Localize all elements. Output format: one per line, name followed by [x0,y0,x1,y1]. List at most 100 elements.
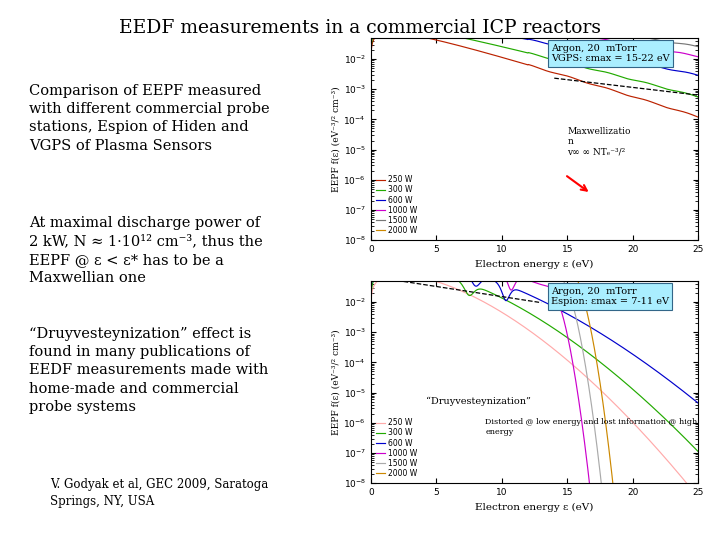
250 W [387,272,395,279]
Text: Maxwellizatio
n
v∞ ∞ NTₑ⁻³/²: Maxwellizatio n v∞ ∞ NTₑ⁻³/² [567,127,631,157]
1000 W [694,519,703,526]
2000 W [366,273,375,279]
250 W [366,299,375,305]
600 W [557,308,566,314]
Line: 1500 W: 1500 W [371,8,698,47]
1000 W [557,308,566,315]
600 W [566,44,575,51]
250 W [616,90,624,96]
Text: EEDF measurements in a commercial ICP reactors: EEDF measurements in a commercial ICP re… [119,19,601,37]
1000 W [694,53,703,60]
600 W [649,366,657,372]
2000 W [387,3,395,9]
1500 W [557,275,566,282]
X-axis label: Electron energy ε (eV): Electron energy ε (eV) [475,260,594,269]
600 W [616,55,624,62]
300 W [649,82,657,88]
1000 W [576,406,585,412]
250 W [576,368,585,374]
Y-axis label: EEPF f(ε) (eV⁻³/² cm⁻³): EEPF f(ε) (eV⁻³/² cm⁻³) [332,86,341,192]
Line: 2000 W: 2000 W [371,4,698,38]
1500 W [413,247,421,253]
300 W [649,404,657,411]
Line: 600 W: 600 W [371,262,698,403]
Line: 300 W: 300 W [371,268,698,452]
250 W [649,441,657,448]
2000 W [613,519,621,526]
1500 W [366,276,375,283]
600 W [366,41,375,48]
1500 W [557,22,566,29]
2000 W [576,18,585,25]
2000 W [557,17,566,23]
Line: 600 W: 600 W [371,20,698,76]
1500 W [402,5,411,11]
1000 W [366,281,375,288]
2000 W [694,519,703,526]
1500 W [576,25,585,31]
250 W [386,29,395,36]
1500 W [366,31,375,37]
2000 W [576,284,585,290]
600 W [576,318,585,325]
Line: 1000 W: 1000 W [371,12,698,57]
2000 W [557,264,566,271]
250 W [694,114,703,120]
2000 W [566,17,575,24]
2000 W [366,28,375,34]
1000 W [649,45,657,52]
1500 W [566,23,575,29]
Line: 300 W: 300 W [371,27,698,97]
600 W [694,72,703,79]
300 W [366,47,375,53]
1000 W [366,35,375,41]
1000 W [649,519,658,526]
1000 W [590,519,598,526]
Text: “Druyvesteynization” effect is
found in many publications of
EEDF measurements m: “Druyvesteynization” effect is found in … [29,327,268,414]
Text: At maximal discharge power of
2 kW, N ≈ 1·10¹² cm⁻³, thus the
EEPF @ ε < ε* has : At maximal discharge power of 2 kW, N ≈ … [29,216,263,285]
600 W [403,259,412,265]
1500 W [387,6,395,12]
1000 W [408,252,417,259]
2000 W [566,266,575,272]
250 W [557,352,566,359]
300 W [566,60,575,66]
300 W [366,293,375,299]
250 W [649,99,657,106]
250 W [387,29,396,36]
250 W [566,360,575,366]
300 W [557,330,566,337]
1000 W [557,29,566,35]
1000 W [566,30,575,37]
300 W [616,73,624,79]
Text: “Druyvesteynization”: “Druyvesteynization” [426,396,531,406]
300 W [616,375,624,381]
1000 W [387,10,395,16]
250 W [566,73,575,80]
1500 W [649,519,658,526]
600 W [694,400,703,407]
2000 W [418,242,426,248]
2000 W [649,29,657,35]
1000 W [576,33,585,39]
1500 W [387,249,395,255]
1500 W [601,519,610,526]
1500 W [649,36,657,42]
Line: 250 W: 250 W [371,32,698,117]
2000 W [405,1,414,8]
1500 W [616,519,624,526]
X-axis label: Electron energy ε (eV): Electron energy ε (eV) [475,503,594,512]
1000 W [387,254,395,261]
2000 W [616,519,624,526]
Y-axis label: EEPF f(ε) (eV⁻³/² cm⁻³): EEPF f(ε) (eV⁻³/² cm⁻³) [332,329,341,435]
600 W [387,17,395,24]
2000 W [387,245,395,251]
300 W [576,63,585,69]
Text: Argon, 20  mTorr
VGPS: εmax = 15-22 eV: Argon, 20 mTorr VGPS: εmax = 15-22 eV [551,44,670,63]
Legend: 250 W, 300 W, 600 W, 1000 W, 1500 W, 2000 W: 250 W, 300 W, 600 W, 1000 W, 1500 W, 200… [374,417,419,480]
600 W [576,47,585,53]
2000 W [616,24,624,30]
1000 W [616,519,624,526]
250 W [694,494,703,501]
Line: 1000 W: 1000 W [371,255,698,523]
